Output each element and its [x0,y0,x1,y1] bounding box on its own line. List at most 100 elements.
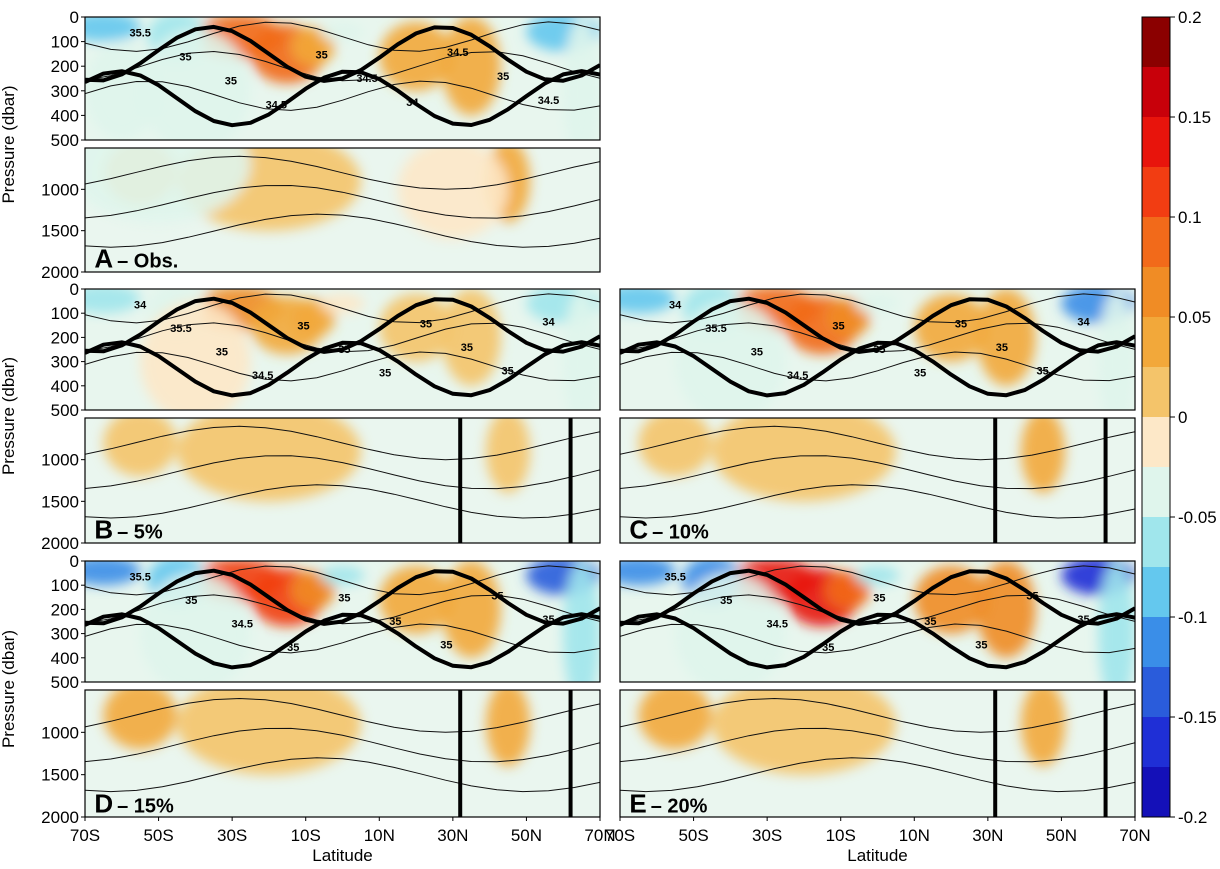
contour-label: 35 [832,321,844,333]
salinity-contour-thin [620,351,1135,382]
anomaly-blob [379,21,453,91]
colorbar-segment [1142,517,1170,568]
contour-label: 35 [420,318,432,330]
x-tick-label: 30S [217,826,247,845]
colorbar-segment [1142,217,1170,268]
salinity-contour-thin [85,455,600,490]
contour-label: 35 [924,616,936,628]
contour-label: 35 [225,75,237,87]
y-tick-label: 400 [51,377,79,396]
salinity-contour-thick [620,340,1135,398]
y-axis-label: Pressure (dbar) [0,85,18,203]
contour-label: 35.5 [129,28,150,40]
panel-a-upper-field [85,17,600,140]
contour-label: 35 [1037,365,1049,377]
contour-label: 35 [1026,590,1038,602]
anomaly-blob [638,690,712,750]
panel-c-10pct: 34 35.5 35 34.5 35 35 35 35 35 35 34 C – 10% [619,288,1136,545]
anomaly-blob [320,565,365,586]
salinity-contour-thin [85,623,600,654]
contour-label: 35 [873,593,885,605]
contour-label: 35 [185,595,197,607]
panel-suffix: – 15% [117,796,174,818]
x-axis-label: Latitude [312,846,373,865]
contour-label: 34.5 [767,618,788,630]
salinity-contour-thick [620,568,1135,626]
colorbar-tick-label: 0.05 [1178,308,1211,327]
anomaly-blob [485,690,531,767]
panel-frame [84,560,601,683]
salinity-contour-thin [85,425,600,461]
panel-letter: B [94,515,113,545]
panel-label: C – 10% [629,515,709,545]
panel-label: B – 5% [94,515,163,545]
anomaly-blob [485,418,531,493]
salinity-contour-thin [85,594,600,625]
panel-frame [619,417,1136,544]
x-tick-label: 50S [143,826,173,845]
salinity-contour-thin [85,293,600,324]
y-tick-label: 400 [51,649,79,668]
anomaly-blob [441,561,501,658]
panel-suffix: – 20% [651,796,708,818]
anomaly-blob [563,561,600,682]
y-tick-label: 200 [51,600,79,619]
y-tick-label: 300 [51,82,79,101]
contour-label: 34.5 [232,618,253,630]
y-tick-label: 0 [70,280,79,299]
colorbar-segment [1142,367,1170,418]
salinity-contour-thin [85,184,600,219]
salinity-contour-thick [85,296,600,354]
contour-label: 35.5 [129,571,150,583]
panel-label: A – Obs. [94,244,178,274]
y-tick-label: 400 [51,106,79,125]
panel-letter: E [629,789,646,819]
panel-a-lower-field [85,148,600,272]
y-tick-label: 1500 [41,492,79,511]
anomaly-blob [85,289,141,314]
y-tick-label: 1000 [41,180,79,199]
anomaly-blob [855,565,900,586]
contour-label: 35 [297,321,309,333]
x-tick-label: 50S [678,826,708,845]
anomaly-blob [1020,690,1066,767]
colorbar-segment [1142,167,1170,218]
salinity-contour-thin [85,757,600,793]
y-tick-label: 500 [51,401,79,420]
colorbar-tick-label: -0.1 [1178,608,1207,627]
contour-label: 34.5 [252,370,273,382]
anomaly-blob [85,561,141,586]
contour-label: 34 [134,299,147,311]
panel-b-lower-field [85,418,600,543]
y-tick-label: 2000 [41,808,79,827]
panel-frame [619,560,1136,683]
anomaly-blob [140,301,251,410]
anomaly-blob [140,573,251,682]
panel-frame [84,288,601,411]
contour-label: 35 [542,614,554,626]
contour-label: 35 [914,368,926,380]
x-tick-label: 10S [291,826,321,845]
anomaly-blob [620,289,676,314]
contour-label: 35 [1077,614,1089,626]
contour-label: 35 [502,365,514,377]
anomaly-blob [441,17,501,116]
anomaly-blob [140,29,251,140]
x-tick-label: 70N [1119,826,1150,845]
anomaly-blob [914,565,988,634]
colorbar-segment [1142,17,1170,68]
y-tick-label: 1500 [41,766,79,785]
panel-label: E – 20% [629,789,707,819]
x-tick-label: 70S [605,826,635,845]
panel-d-upper-field [85,561,600,682]
colorbar-tick-label: -0.05 [1178,508,1217,527]
y-tick-label: 1000 [41,723,79,742]
anomaly-blob [176,418,361,502]
colorbar-tick-label: 0.2 [1178,8,1202,27]
colorbar-tick-label: 0.1 [1178,208,1202,227]
contour-label: 35 [287,642,299,654]
salinity-contour-thin [620,455,1135,490]
y-tick-label: 100 [51,33,79,52]
anomaly-blob [103,418,177,477]
anomaly-blob [976,561,1036,658]
